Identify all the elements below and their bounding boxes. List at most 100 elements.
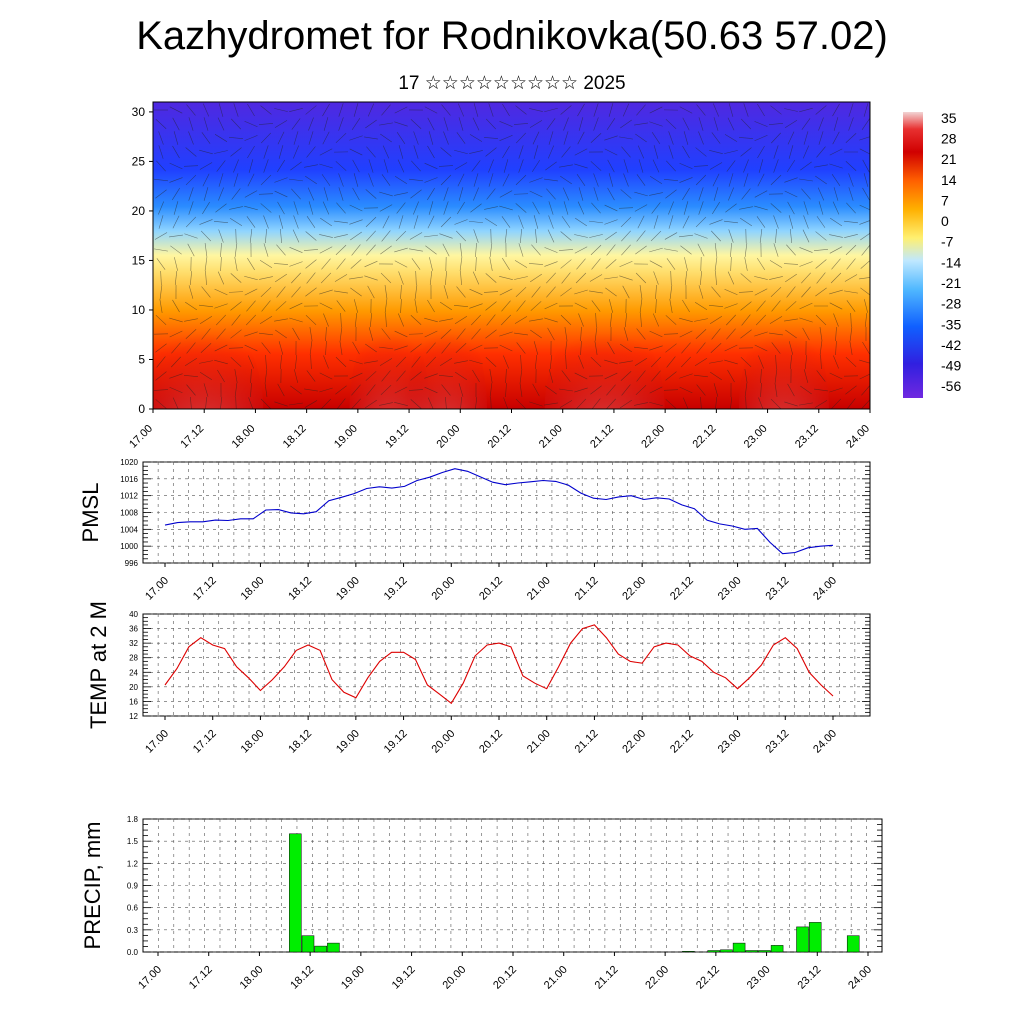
x-tick-label: 24.00 <box>811 728 839 756</box>
precip-bar <box>745 950 759 953</box>
colorbar-label: 28 <box>941 131 957 147</box>
precip-bar <box>808 922 822 953</box>
y-tick-label: 40 <box>129 610 138 619</box>
y-tick-label: 15 <box>132 253 146 267</box>
y-tick-label: 32 <box>129 639 138 648</box>
x-tick-label: 24.00 <box>846 964 874 992</box>
colorbar-label: -21 <box>941 275 961 291</box>
y-tick-label: 996 <box>125 559 139 568</box>
x-tick-label: 21.12 <box>573 575 601 603</box>
y-tick-label: 1004 <box>120 525 138 534</box>
x-tick-label: 22.12 <box>668 728 696 756</box>
x-tick-label: 18.00 <box>230 423 258 451</box>
x-tick-label: 18.00 <box>238 964 266 992</box>
y-tick-label: 0.0 <box>127 948 139 957</box>
y-tick-label: 0.3 <box>127 926 139 935</box>
x-tick-label: 20.12 <box>477 728 505 756</box>
y-tick-label: 12 <box>129 712 138 721</box>
colorbar-label: -7 <box>941 234 954 250</box>
y-tick-label: 20 <box>129 683 138 692</box>
y-axis-label: TEMP at 2 M <box>86 601 111 729</box>
precip-bar <box>314 945 327 953</box>
x-tick-label: 21.00 <box>525 575 553 603</box>
x-tick-label: 20.12 <box>486 423 514 451</box>
y-tick-label: 1.8 <box>127 815 139 824</box>
y-tick-label: 25 <box>132 154 146 168</box>
x-tick-label: 23.12 <box>763 575 791 603</box>
grid <box>143 461 870 564</box>
x-tick-label: 20.12 <box>491 964 519 992</box>
x-tick-label: 23.00 <box>716 575 744 603</box>
x-tick-label: 19.00 <box>332 423 360 451</box>
y-tick-label: 20 <box>132 204 146 218</box>
chart-subtitle: 17 ☆☆☆☆☆☆☆☆☆ 2025 <box>398 73 626 94</box>
x-tick-label: 18.12 <box>286 728 314 756</box>
x-tick-label: 23.00 <box>745 964 773 992</box>
x-tick-label: 20.00 <box>429 728 457 756</box>
wind-barbs <box>153 103 870 409</box>
x-tick-label: 17.00 <box>143 575 171 603</box>
y-axis-label: PMSL <box>78 483 103 543</box>
x-tick-label: 22.00 <box>620 728 648 756</box>
x-tick-label: 22.12 <box>694 964 722 992</box>
y-tick-label: 10 <box>132 303 146 317</box>
x-tick-label: 17.00 <box>143 728 171 756</box>
colorbar-label: -49 <box>941 358 961 374</box>
precip-bar <box>327 942 340 953</box>
x-tick-label: 23.00 <box>742 423 770 451</box>
x-tick-label: 22.12 <box>691 423 719 451</box>
colorbar-label: 21 <box>941 151 957 167</box>
y-tick-label: 16 <box>129 697 138 706</box>
y-tick-label: 1000 <box>120 542 138 551</box>
x-tick-label: 19.00 <box>334 728 362 756</box>
y-tick-label: 1.5 <box>127 837 139 846</box>
y-tick-label: 24 <box>129 668 138 677</box>
colorbar-label: -14 <box>941 254 961 270</box>
chart-title: Kazhydromet for Rodnikovka(50.63 57.02) <box>136 14 888 58</box>
x-tick-label: 18.12 <box>281 423 309 451</box>
precip-bar <box>770 945 784 953</box>
colorbar-label: -28 <box>941 296 961 312</box>
x-tick-label: 17.00 <box>127 423 155 451</box>
x-tick-label: 21.00 <box>525 728 553 756</box>
x-tick-label: 23.12 <box>793 423 821 451</box>
x-tick-label: 21.12 <box>593 964 621 992</box>
colorbar-label: -42 <box>941 337 961 353</box>
x-tick-label: 18.12 <box>288 964 316 992</box>
x-tick-label: 19.12 <box>382 575 410 603</box>
colorbar-label: 0 <box>941 213 949 229</box>
y-tick-label: 0.6 <box>127 904 139 913</box>
y-tick-label: 1020 <box>120 458 138 467</box>
temperature-line <box>164 624 834 705</box>
colorbar <box>903 112 923 398</box>
x-tick-label: 19.12 <box>382 728 410 756</box>
precip-bar <box>682 951 695 953</box>
x-tick-label: 22.00 <box>639 423 667 451</box>
x-tick-label: 23.00 <box>716 728 744 756</box>
x-tick-label: 19.12 <box>390 964 418 992</box>
x-tick-label: 19.00 <box>334 575 362 603</box>
x-tick-label: 17.12 <box>191 575 219 603</box>
precip-bar <box>301 935 315 953</box>
precip-bar <box>846 935 860 953</box>
x-tick-label: 23.12 <box>795 964 823 992</box>
x-tick-label: 20.12 <box>477 575 505 603</box>
precip-bar <box>720 949 733 953</box>
x-tick-label: 21.00 <box>537 423 565 451</box>
x-tick-label: 21.00 <box>542 964 570 992</box>
x-tick-label: 18.00 <box>239 728 267 756</box>
x-tick-label: 19.00 <box>339 964 367 992</box>
x-tick-label: 24.00 <box>811 575 839 603</box>
colorbar-label: 7 <box>941 192 949 208</box>
precip-bar <box>796 926 809 953</box>
y-tick-label: 1.2 <box>127 859 139 868</box>
x-tick-label: 22.00 <box>643 964 671 992</box>
colorbar-label: 35 <box>941 110 957 126</box>
colorbar-label: 14 <box>941 172 957 188</box>
x-tick-label: 17.00 <box>136 964 164 992</box>
x-tick-label: 23.12 <box>763 728 791 756</box>
x-tick-label: 21.12 <box>588 423 616 451</box>
pmsl-line <box>164 468 834 555</box>
x-tick-label: 22.00 <box>620 575 648 603</box>
